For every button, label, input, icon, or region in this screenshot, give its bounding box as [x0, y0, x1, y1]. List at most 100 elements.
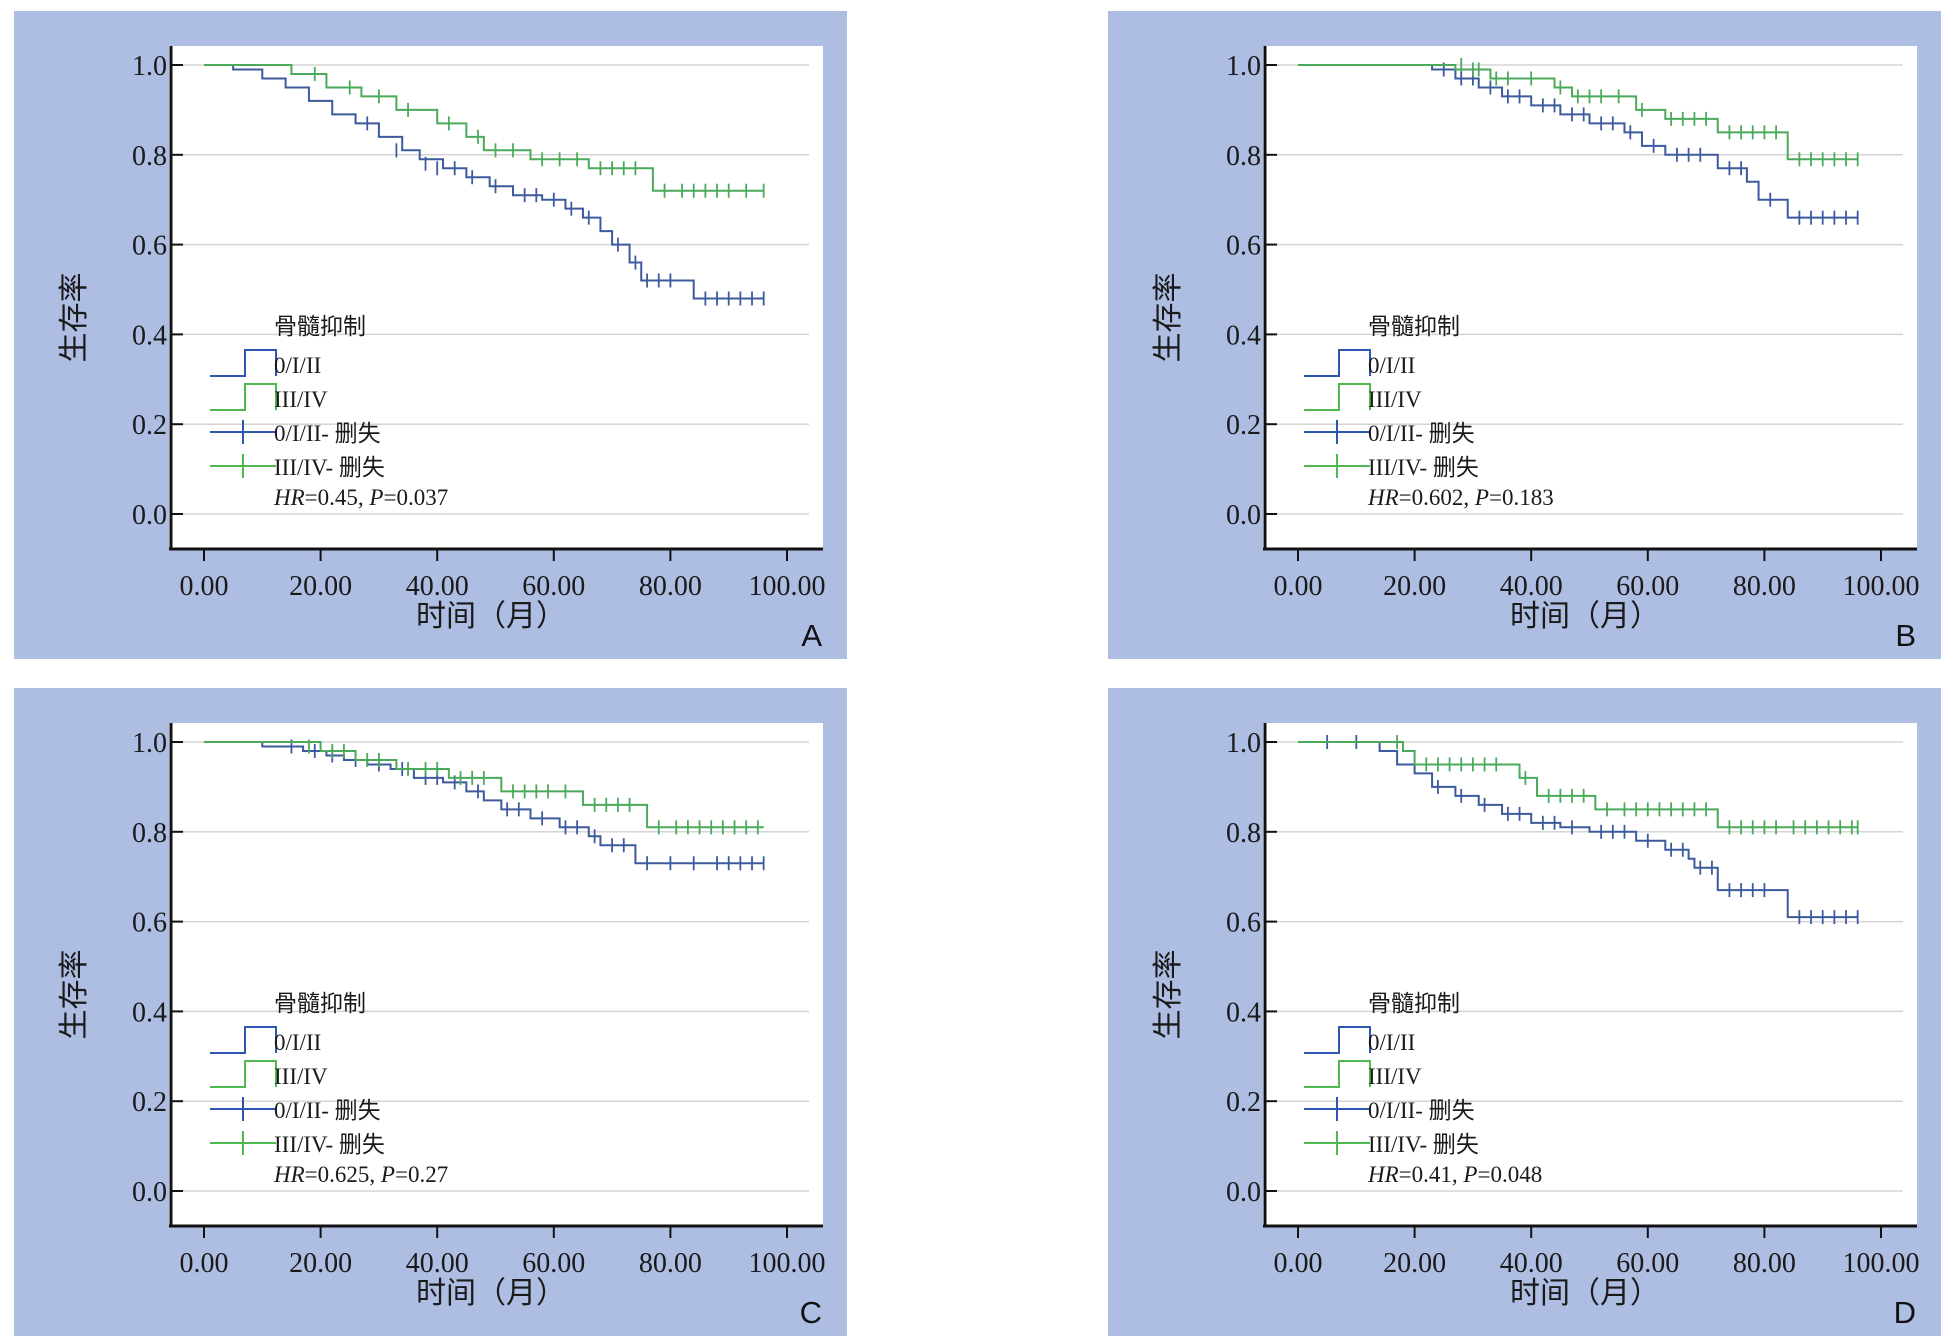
- x-tick-label: 40.00: [1500, 1248, 1563, 1279]
- x-tick-label: 60.00: [1616, 571, 1679, 602]
- plot-area: [1263, 723, 1917, 1226]
- x-tick-label: 100.00: [1843, 571, 1920, 602]
- x-tick-label: 40.00: [406, 571, 469, 602]
- x-tick-label: 20.00: [289, 571, 352, 602]
- survival-chart-b: 0.0 0.2 0.4 0.6 0.8 1.0 0.00 20.00 40.00 60.00 80.…: [1152, 46, 1920, 653]
- y-tick-label: 0.4: [1226, 997, 1261, 1028]
- legend-step-symbol: [1304, 1060, 1371, 1088]
- x-tick-label: 100.00: [749, 1248, 826, 1279]
- y-tick-label: 0.2: [132, 1087, 167, 1118]
- legend-step-symbol: [1304, 349, 1371, 377]
- x-tick-label: 100.00: [1843, 1248, 1920, 1279]
- x-tick-label: 100.00: [749, 571, 826, 602]
- legend-entry: III/IV: [1368, 387, 1422, 412]
- legend-entry: 0/I/II- 删失: [274, 421, 381, 446]
- legend-entry: III/IV: [274, 387, 328, 412]
- x-axis-label: 时间（月）: [1510, 600, 1660, 633]
- panel-a: 0.0 0.2 0.4 0.6 0.8 1.0 0.00 20.00 40.00 60.00 80.…: [14, 11, 847, 659]
- survival-curve-0-I-II: [1298, 64, 1858, 219]
- legend-step-symbol: [210, 1026, 277, 1054]
- legend-entry: 0/I/II- 删失: [1368, 421, 1475, 446]
- legend-entry: III/IV: [274, 1064, 328, 1089]
- legend-entry: 0/I/II- 删失: [274, 1098, 381, 1123]
- y-tick-label: 0.0: [1226, 500, 1261, 531]
- y-tick-label: 0.6: [132, 908, 167, 939]
- y-tick-label: 0.2: [1226, 1087, 1261, 1118]
- y-axis-label: 生存率: [1152, 950, 1185, 1040]
- legend-entry: III/IV- 删失: [1368, 455, 1479, 480]
- x-tick-label: 80.00: [1733, 571, 1796, 602]
- survival-curve-0-I-II: [1298, 741, 1858, 919]
- panel-b: 0.0 0.2 0.4 0.6 0.8 1.0 0.00 20.00 40.00 60.00 80.…: [1108, 11, 1941, 659]
- y-tick-label: 0.8: [132, 141, 167, 172]
- survival-curve-III-IV: [204, 64, 764, 192]
- x-tick-label: 20.00: [289, 1248, 352, 1279]
- x-tick-label: 60.00: [522, 1248, 585, 1279]
- y-tick-label: 1.0: [132, 728, 167, 759]
- y-tick-label: 0.0: [1226, 1177, 1261, 1208]
- x-tick-label: 20.00: [1383, 1248, 1446, 1279]
- legend-title: 骨髓抑制: [274, 314, 366, 339]
- x-axis-label: 时间（月）: [1510, 1277, 1660, 1310]
- survival-chart-d: 0.0 0.2 0.4 0.6 0.8 1.0 0.00 20.00 40.00 60.00 80.…: [1152, 723, 1920, 1330]
- plot-area: [169, 723, 823, 1226]
- y-tick-label: 0.2: [1226, 410, 1261, 441]
- legend-entry: 0/I/II: [1368, 1030, 1415, 1055]
- x-tick-label: 0.00: [180, 1248, 229, 1279]
- legend-entry: 0/I/II: [1368, 353, 1415, 378]
- y-tick-label: 1.0: [1226, 728, 1261, 759]
- y-tick-label: 0.4: [132, 320, 167, 351]
- x-axis-label: 时间（月）: [416, 1277, 566, 1310]
- legend-title: 骨髓抑制: [274, 991, 366, 1016]
- legend-entry: III/IV- 删失: [274, 1132, 385, 1157]
- y-tick-label: 0.0: [132, 500, 167, 531]
- x-tick-label: 80.00: [1733, 1248, 1796, 1279]
- panel-letter: D: [1894, 1295, 1916, 1330]
- panel-letter: C: [800, 1295, 822, 1330]
- x-axis-label: 时间（月）: [416, 600, 566, 633]
- x-tick-label: 0.00: [180, 571, 229, 602]
- y-tick-label: 0.4: [1226, 320, 1261, 351]
- hr-p-annotation: HR=0.625, P=0.27: [273, 1162, 448, 1187]
- survival-curve-III-IV: [1298, 741, 1858, 829]
- y-tick-label: 0.6: [1226, 231, 1261, 262]
- x-tick-label: 60.00: [522, 571, 585, 602]
- x-tick-label: 20.00: [1383, 571, 1446, 602]
- y-tick-label: 0.8: [132, 818, 167, 849]
- x-tick-label: 0.00: [1274, 1248, 1323, 1279]
- hr-p-annotation: HR=0.41, P=0.048: [1367, 1162, 1542, 1187]
- y-tick-label: 1.0: [132, 51, 167, 82]
- y-axis-label: 生存率: [58, 273, 91, 363]
- panel-letter: B: [1895, 618, 1916, 653]
- hr-p-annotation: HR=0.45, P=0.037: [273, 485, 448, 510]
- x-tick-label: 40.00: [406, 1248, 469, 1279]
- legend-entry: 0/I/II- 删失: [1368, 1098, 1475, 1123]
- y-axis-label: 生存率: [58, 950, 91, 1040]
- survival-curve-0-I-II: [204, 64, 764, 300]
- y-tick-label: 0.2: [132, 410, 167, 441]
- legend-step-symbol: [1304, 383, 1371, 411]
- y-tick-label: 0.8: [1226, 141, 1261, 172]
- legend-entry: III/IV- 删失: [1368, 1132, 1479, 1157]
- survival-chart-c: 0.0 0.2 0.4 0.6 0.8 1.0 0.00 20.00 40.00 60.00 80.…: [58, 723, 826, 1330]
- panel-d: 0.0 0.2 0.4 0.6 0.8 1.0 0.00 20.00 40.00 60.00 80.…: [1108, 688, 1941, 1336]
- y-tick-label: 0.0: [132, 1177, 167, 1208]
- x-tick-label: 80.00: [639, 571, 702, 602]
- y-tick-label: 0.6: [1226, 908, 1261, 939]
- legend-title: 骨髓抑制: [1368, 991, 1460, 1016]
- y-axis-label: 生存率: [1152, 273, 1185, 363]
- legend-entry: III/IV: [1368, 1064, 1422, 1089]
- x-tick-label: 0.00: [1274, 571, 1323, 602]
- x-tick-label: 80.00: [639, 1248, 702, 1279]
- legend-entry: III/IV- 删失: [274, 455, 385, 480]
- legend-step-symbol: [210, 383, 277, 411]
- hr-p-annotation: HR=0.602, P=0.183: [1367, 485, 1554, 510]
- legend-entry: 0/I/II: [274, 353, 321, 378]
- x-tick-label: 60.00: [1616, 1248, 1679, 1279]
- x-tick-label: 40.00: [1500, 571, 1563, 602]
- survival-chart-a: 0.0 0.2 0.4 0.6 0.8 1.0 0.00 20.00 40.00 60.00 80.…: [58, 46, 826, 653]
- legend-step-symbol: [210, 349, 277, 377]
- legend-step-symbol: [1304, 1026, 1371, 1054]
- y-tick-label: 0.6: [132, 231, 167, 262]
- y-tick-label: 1.0: [1226, 51, 1261, 82]
